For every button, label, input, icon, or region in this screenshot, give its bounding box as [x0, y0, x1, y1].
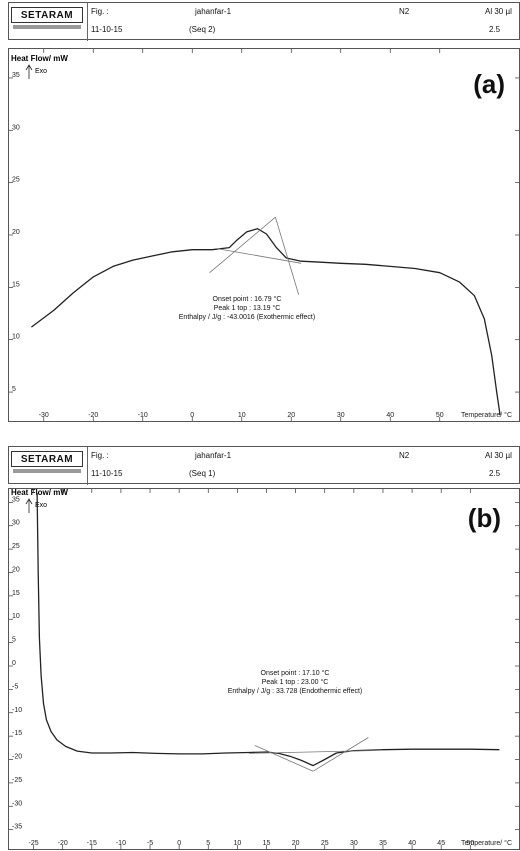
y-tick-label: 30	[12, 124, 20, 131]
annotation-line: Onset point : 17.10 °C	[261, 669, 330, 677]
y-tick-label: 25	[12, 543, 20, 550]
x-tick-label: -20	[88, 412, 98, 419]
x-tick-label: -10	[116, 840, 126, 847]
x-tick-label: 30	[337, 412, 345, 419]
sample-name: jahanfar-1	[195, 7, 232, 16]
crucible-label: Al 30 µl	[485, 7, 512, 16]
y-tick-label: 10	[12, 334, 20, 341]
y-tick-label: 35	[12, 496, 20, 503]
setaram-logo: SETARAM	[11, 451, 83, 467]
x-axis-label: Temperature/ °C	[461, 411, 512, 419]
x-tick-label: 40	[386, 412, 394, 419]
x-tick-label: 35	[379, 840, 387, 847]
exo-label: Exo	[35, 502, 47, 509]
x-tick-label: 50	[466, 840, 474, 847]
x-tick-label: 30	[350, 840, 358, 847]
y-tick-label: 0	[12, 660, 16, 667]
y-tick-label: -30	[12, 800, 22, 807]
sequence-label: (Seq 1)	[189, 469, 216, 478]
panel-tag: (b)	[467, 503, 501, 533]
tangent-line	[254, 745, 314, 772]
mass-label: 2.5	[489, 469, 501, 478]
panel-b: SETARAM Fig. : 11-10-15 jahanfar-1 (Seq …	[8, 446, 520, 850]
y-tick-label: -10	[12, 707, 22, 714]
x-tick-label: 20	[292, 840, 300, 847]
header-divider	[87, 3, 88, 41]
x-axis-label: Temperature/ °C	[461, 839, 512, 847]
crucible-label: Al 30 µl	[485, 451, 512, 460]
x-tick-label: 20	[287, 412, 295, 419]
fig-label: Fig. :	[91, 451, 109, 460]
y-tick-label: 30	[12, 520, 20, 527]
exo-arrow-head-icon	[25, 64, 33, 71]
annotation-line: Peak 1 top : 13.19 °C	[214, 304, 281, 312]
y-tick-label: -35	[12, 824, 22, 831]
annotation-line: Enthalpy / J/g : 33.728 (Endothermic eff…	[228, 688, 363, 695]
tangent-line	[248, 750, 372, 754]
setaram-logo: SETARAM	[11, 7, 83, 23]
y-tick-label: -5	[12, 683, 18, 690]
x-tick-label: -30	[39, 412, 49, 419]
plot-area: (a) Heat Flow/ mW Exo 35 30 25 20 15 10 5 -30 -20 -…	[8, 48, 520, 422]
y-axis-label: Heat Flow/ mW	[11, 488, 68, 497]
panel-a: SETARAM Fig. : 11-10-15 jahanfar-1 (Seq …	[8, 2, 520, 422]
x-tick-label: 0	[190, 412, 194, 419]
x-tick-label: -25	[28, 840, 38, 847]
chart-svg: Heat Flow/ mW Exo 35 30 25 20 15 10 5 -30 -20 -10 0 1…	[9, 49, 519, 421]
y-tick-label: -15	[12, 730, 22, 737]
y-axis-label: Heat Flow/ mW	[11, 54, 68, 63]
y-tick-label: 20	[12, 229, 20, 236]
y-tick-label: 25	[12, 177, 20, 184]
x-tick-label: -20	[58, 840, 68, 847]
sample-name: jahanfar-1	[195, 451, 232, 460]
y-tick-label: 20	[12, 566, 20, 573]
tangent-line	[312, 737, 369, 772]
header-divider	[87, 447, 88, 485]
annotation-line: Peak 1 top : 23.00 °C	[262, 678, 329, 686]
y-tick-label: 5	[12, 386, 16, 393]
x-tick-label: -10	[138, 412, 148, 419]
exo-arrow-head-icon	[25, 498, 33, 505]
panel-tag: (a)	[473, 69, 505, 99]
mass-label: 2.5	[489, 25, 501, 34]
y-tick-label: 15	[12, 281, 20, 288]
chart-svg: Heat Flow/ mWExo35302520151050-5-10-15-2…	[9, 488, 519, 849]
gas-label: N2	[399, 7, 410, 16]
heat-flow-curve	[36, 492, 500, 767]
x-tick-label: -15	[87, 840, 97, 847]
annotation-line: Onset point : 16.79 °C	[213, 295, 282, 303]
date-label: 11-10-15	[91, 25, 123, 34]
heat-flow-curve	[31, 228, 501, 416]
gas-label: N2	[399, 451, 410, 460]
instrument-header: SETARAM Fig. : 11-10-15 jahanfar-1 (Seq …	[8, 446, 520, 485]
x-tick-label: -5	[147, 840, 153, 847]
x-tick-label: 45	[437, 840, 445, 847]
plot-area: (b) Heat Flow/ mW Exo 35 30 25 20 15 10 5 0 -5 -10-…	[8, 488, 520, 850]
y-tick-label: 35	[12, 72, 20, 79]
instrument-header: SETARAM Fig. : 11-10-15 jahanfar-1 (Seq …	[8, 2, 520, 41]
x-tick-label: 5	[206, 840, 210, 847]
tangent-line	[275, 217, 300, 295]
x-tick-label: 0	[177, 840, 181, 847]
x-tick-label: 15	[263, 840, 271, 847]
sequence-label: (Seq 2)	[189, 25, 216, 34]
tangent-line	[209, 216, 276, 274]
exo-label: Exo	[35, 68, 47, 75]
y-tick-label: 10	[12, 613, 20, 620]
y-tick-label: -25	[12, 777, 22, 784]
logo-subtitle-bar	[13, 25, 81, 29]
x-tick-label: 10	[238, 412, 246, 419]
y-tick-label: 15	[12, 590, 20, 597]
x-tick-label: 50	[436, 412, 444, 419]
x-tick-label: 10	[233, 840, 241, 847]
x-tick-label: 40	[408, 840, 416, 847]
fig-label: Fig. :	[91, 7, 109, 16]
date-label: 11-10-15	[91, 469, 123, 478]
tangent-line	[216, 248, 302, 264]
x-tick-label: 25	[321, 840, 329, 847]
logo-subtitle-bar	[13, 469, 81, 473]
y-tick-label: 5	[12, 637, 16, 644]
annotation-line: Enthalpy / J/g : -43.0016 (Exothermic ef…	[179, 314, 315, 321]
y-tick-label: -20	[12, 754, 22, 761]
